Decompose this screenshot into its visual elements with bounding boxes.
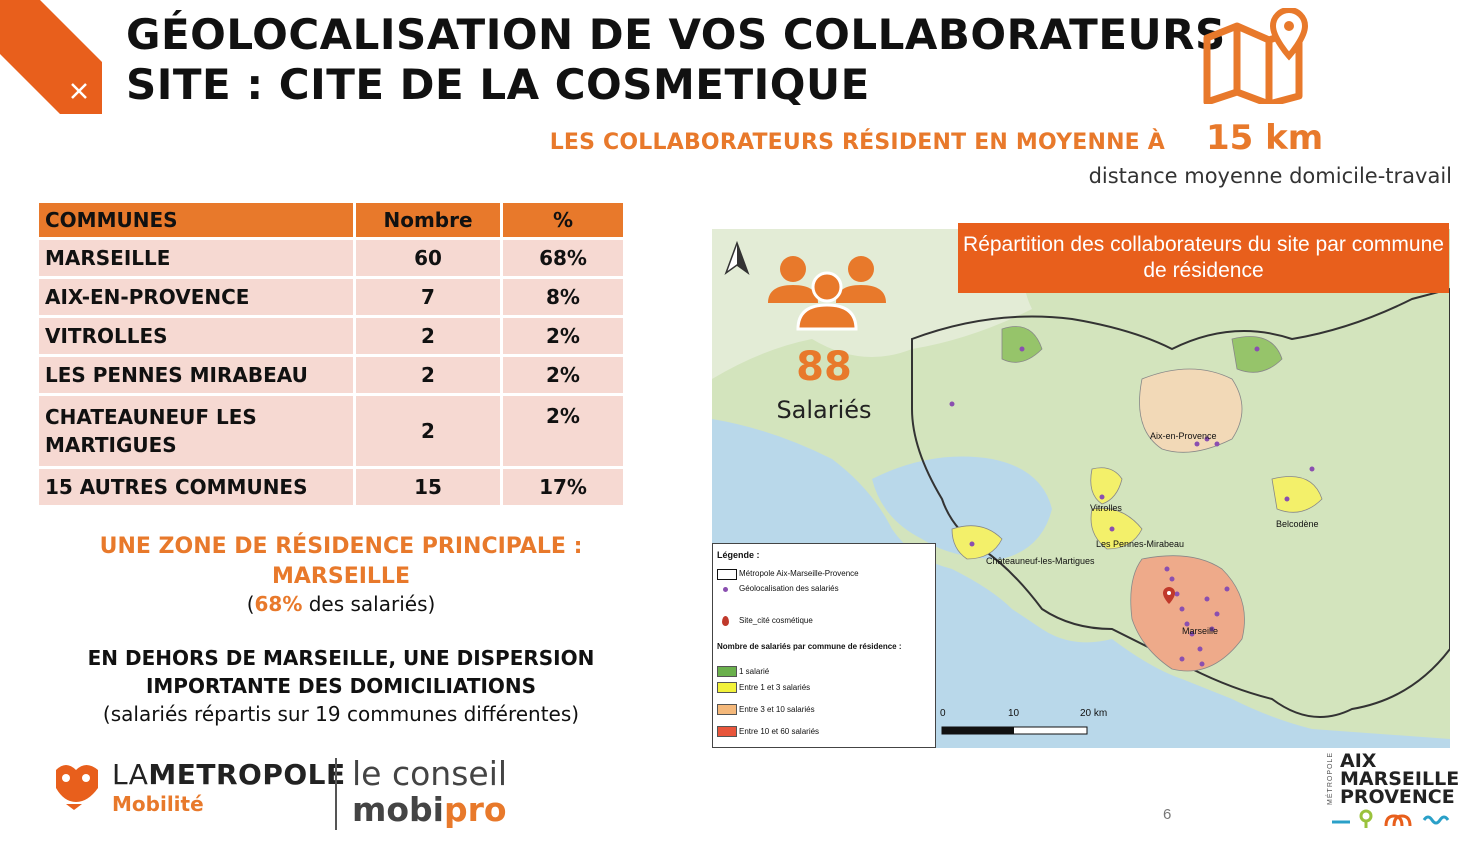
la-metropole-wordmark: LAMETROPOLE	[112, 758, 346, 791]
pro-text: pro	[444, 790, 507, 829]
legend-swatch-c2	[717, 682, 737, 693]
legend-c2: Entre 1 et 3 salariés	[739, 683, 811, 692]
main-zone-subtext: (68% des salariés)	[36, 592, 646, 616]
employee-count: 88	[796, 344, 852, 390]
cell-commune: MARSEILLE	[39, 240, 353, 276]
scale-label-0: 0	[940, 708, 946, 719]
footer-divider	[335, 758, 337, 830]
cell-commune: CHATEAUNEUF LES MARTIGUES	[39, 396, 353, 466]
table-row: AIX-EN-PROVENCE 7 8%	[39, 279, 623, 315]
amp-line-1: AIX	[1340, 750, 1377, 772]
cell-pct: 17%	[503, 469, 623, 505]
amp-line-3: PROVENCE	[1340, 786, 1455, 808]
corner-ribbon	[0, 0, 102, 114]
main-zone-pct: 68%	[254, 592, 303, 616]
legend-geoloc: Géolocalisation des salariés	[739, 584, 839, 593]
city-label-pennes: Les Pennes-Mirabeau	[1096, 539, 1185, 549]
north-arrow-icon	[724, 240, 750, 276]
table-header-row: COMMUNES Nombre %	[39, 203, 623, 237]
legend-swatch-c4	[717, 726, 737, 737]
col-header-nombre: Nombre	[356, 203, 500, 237]
city-label-chateauneuf: Châteauneuf-les-Martigues	[986, 556, 1095, 566]
page-title: GÉOLOCALISATION DE VOS COLLABORATEURS SI…	[126, 10, 1226, 110]
communes-table: COMMUNES Nombre % MARSEILLE 60 68% AIX-E…	[36, 200, 626, 508]
cell-pct: 2%	[503, 318, 623, 354]
mobi-text: mobi	[352, 790, 444, 829]
cell-commune: 15 AUTRES COMMUNES	[39, 469, 353, 505]
cell-nombre: 15	[356, 469, 500, 505]
la-metropole-logo-icon	[56, 765, 98, 810]
legend-swatch-metropole	[717, 569, 737, 580]
legend-title: Légende :	[717, 550, 760, 560]
page-number: 6	[1163, 806, 1172, 823]
cell-pct: 68%	[503, 240, 623, 276]
cell-commune: VITROLLES	[39, 318, 353, 354]
metro-mobilite: Mobilité	[112, 792, 204, 816]
main-zone-line-2: MARSEILLE	[272, 564, 410, 589]
dispersion-heading: EN DEHORS DE MARSEILLE, UNE DISPERSION I…	[36, 644, 646, 700]
legend-dot-icon	[723, 587, 728, 592]
city-label-belcodene: Belcodène	[1276, 519, 1319, 529]
scale-label-10: 10	[1008, 708, 1020, 719]
employee-label: Salariés	[776, 396, 872, 424]
amp-line-2: MARSEILLE	[1340, 768, 1460, 790]
site-marker-icon	[1163, 587, 1175, 604]
metro-name: METROPOLE	[148, 758, 346, 791]
average-distance-caption: distance moyenne domicile-travail	[1088, 164, 1452, 188]
map-pin-icon	[1203, 8, 1309, 104]
cell-pct: 8%	[503, 279, 623, 315]
metro-la: LA	[112, 758, 149, 791]
cell-commune: AIX-EN-PROVENCE	[39, 279, 353, 315]
table-row: 15 AUTRES COMMUNES 15 17%	[39, 469, 623, 505]
employee-dots	[949, 346, 1315, 667]
main-zone-heading: UNE ZONE DE RÉSIDENCE PRINCIPALE : MARSE…	[36, 532, 646, 592]
average-distance-value: 15 km	[1206, 118, 1324, 158]
legend-metropole: Métropole Aix-Marseille-Provence	[739, 569, 859, 578]
scale-bar	[941, 726, 1088, 735]
mobipro-wordmark: mobipro	[352, 790, 507, 829]
legend-swatch-c3	[717, 704, 737, 715]
cell-nombre: 2	[356, 318, 500, 354]
city-label-marseille: Marseille	[1182, 626, 1219, 636]
col-header-communes: COMMUNES	[39, 203, 353, 237]
main-zone-rest: des salariés)	[302, 592, 436, 616]
cell-nombre: 7	[356, 279, 500, 315]
legend-swatch-c1	[717, 666, 737, 677]
dispersion-line-2: IMPORTANTE DES DOMICILIATIONS	[145, 674, 537, 698]
close-icon	[71, 83, 87, 99]
legend-classes-title: Nombre de salariés par commune de réside…	[717, 642, 902, 651]
col-header-percent: %	[503, 203, 623, 237]
legend-c4: Entre 10 et 60 salariés	[739, 727, 820, 736]
city-label-aix: Aix-en-Provence	[1150, 431, 1217, 441]
cell-nombre: 60	[356, 240, 500, 276]
title-line-1: GÉOLOCALISATION DE VOS COLLABORATEURS	[126, 10, 1226, 59]
dispersion-line-1: EN DEHORS DE MARSEILLE, UNE DISPERSION	[87, 646, 595, 670]
amp-vertical-text: MÉTROPOLE	[1327, 752, 1334, 805]
cell-nombre: 2	[356, 396, 500, 466]
table-row: VITROLLES 2 2%	[39, 318, 623, 354]
map-banner: Répartition des collaborateurs du site p…	[958, 223, 1449, 293]
paren-open: (	[246, 592, 255, 616]
legend-c3: Entre 3 et 10 salariés	[739, 705, 815, 714]
people-group-icon	[768, 256, 886, 331]
cell-commune: LES PENNES MIRABEAU	[39, 357, 353, 393]
cell-pct: 2%	[503, 357, 623, 393]
legend-c1: 1 salarié	[739, 667, 770, 676]
cell-nombre: 2	[356, 357, 500, 393]
average-distance-text: LES COLLABORATEURS RÉSIDENT EN MOYENNE À	[549, 130, 1165, 155]
cell-pct: 2%	[503, 396, 623, 466]
legend-site-pin-icon	[722, 616, 729, 626]
amp-logo-icons	[1332, 809, 1450, 828]
map-legend: Légende : Métropole Aix-Marseille-Proven…	[712, 543, 936, 748]
table-row: MARSEILLE 60 68%	[39, 240, 623, 276]
title-line-2: SITE : CITE DE LA COSMETIQUE	[126, 60, 870, 109]
main-zone-line-1: UNE ZONE DE RÉSIDENCE PRINCIPALE :	[99, 534, 583, 559]
table-row: CHATEAUNEUF LES MARTIGUES 2 2%	[39, 396, 623, 466]
city-label-vitrolles: Vitrolles	[1090, 503, 1122, 513]
table-row: LES PENNES MIRABEAU 2 2%	[39, 357, 623, 393]
scale-label-20: 20 km	[1080, 708, 1108, 719]
conseil-text: le conseil	[352, 754, 508, 793]
dispersion-subtext: (salariés répartis sur 19 communes diffé…	[102, 702, 580, 726]
legend-site: Site_cité cosmétique	[739, 616, 813, 625]
